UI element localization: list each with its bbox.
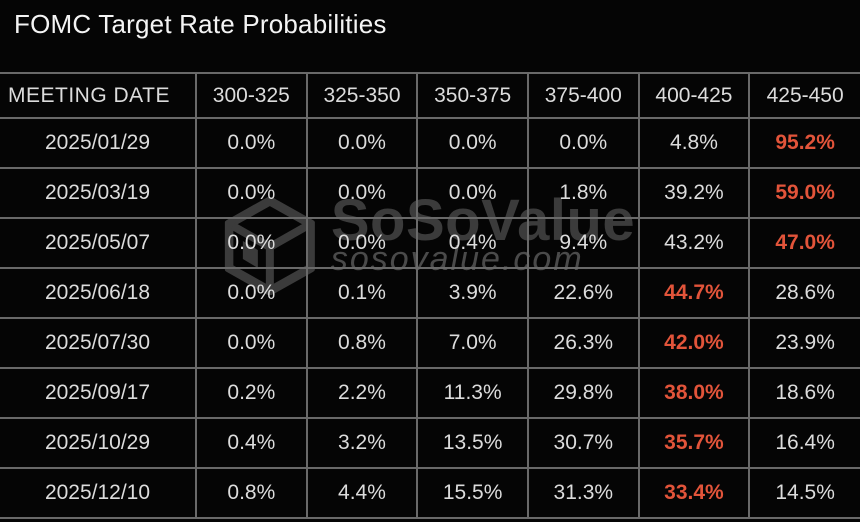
probability-cell: 14.5% — [748, 467, 860, 519]
probability-cell: 31.3% — [526, 467, 640, 519]
probability-cell: 59.0% — [748, 167, 860, 219]
probability-cell: 7.0% — [416, 317, 529, 369]
probability-cell: 39.2% — [637, 167, 751, 219]
probability-cell: 0.2% — [195, 367, 308, 419]
probability-cell: 0.0% — [305, 117, 419, 169]
meeting-date-cell: 2025/05/07 — [0, 217, 197, 269]
table-row: 2025/06/18 0.0% 0.1% 3.9% 22.6% 44.7% 28.6% — [0, 267, 860, 319]
probability-cell: 9.4% — [526, 217, 640, 269]
probability-cell: 0.4% — [195, 417, 308, 469]
probability-cell: 4.4% — [305, 467, 419, 519]
probability-cell: 30.7% — [526, 417, 640, 469]
probability-cell: 43.2% — [637, 217, 751, 269]
probability-cell: 4.8% — [637, 117, 751, 169]
column-header-rate-range: 425-450 — [748, 72, 860, 119]
column-header-meeting-date: MEETING DATE — [0, 72, 197, 119]
probability-cell: 0.0% — [526, 117, 640, 169]
probability-cell: 0.0% — [305, 217, 419, 269]
probability-cell: 13.5% — [416, 417, 529, 469]
probability-cell: 0.0% — [195, 317, 308, 369]
meeting-date-cell: 2025/03/19 — [0, 167, 197, 219]
probability-cell: 11.3% — [416, 367, 529, 419]
meeting-date-cell: 2025/12/10 — [0, 467, 197, 519]
probability-cell: 0.0% — [195, 217, 308, 269]
probability-cell: 23.9% — [748, 317, 860, 369]
probability-cell: 0.0% — [305, 167, 419, 219]
table-row: 2025/05/07 0.0% 0.0% 0.4% 9.4% 43.2% 47.0% — [0, 217, 860, 269]
table-row: 2025/10/29 0.4% 3.2% 13.5% 30.7% 35.7% 16.4% — [0, 417, 860, 469]
probability-cell: 1.8% — [526, 167, 640, 219]
probability-cell: 0.8% — [305, 317, 419, 369]
meeting-date-cell: 2025/10/29 — [0, 417, 197, 469]
column-header-rate-range: 350-375 — [416, 72, 529, 119]
probability-cell: 2.2% — [305, 367, 419, 419]
fomc-probability-table: MEETING DATE 300-325 325-350 350-375 375-400… — [0, 72, 860, 519]
table-row: 2025/01/29 0.0% 0.0% 0.0% 0.0% 4.8% 95.2% — [0, 117, 860, 169]
probability-cell: 0.4% — [416, 217, 529, 269]
column-header-rate-range: 375-400 — [526, 72, 640, 119]
probability-cell: 26.3% — [526, 317, 640, 369]
meeting-date-cell: 2025/01/29 — [0, 117, 197, 169]
probability-cell: 28.6% — [748, 267, 860, 319]
probability-cell: 3.2% — [305, 417, 419, 469]
column-header-rate-range: 325-350 — [305, 72, 419, 119]
probability-cell: 18.6% — [748, 367, 860, 419]
probability-cell: 0.0% — [195, 117, 308, 169]
table-row: 2025/03/19 0.0% 0.0% 0.0% 1.8% 39.2% 59.0% — [0, 167, 860, 219]
column-header-rate-range: 300-325 — [195, 72, 308, 119]
probability-cell: 42.0% — [637, 317, 751, 369]
probability-cell: 0.0% — [416, 167, 529, 219]
table-row: 2025/12/10 0.8% 4.4% 15.5% 31.3% 33.4% 14.5% — [0, 467, 860, 519]
probability-cell: 0.0% — [195, 167, 308, 219]
probability-cell: 44.7% — [637, 267, 751, 319]
probability-cell: 38.0% — [637, 367, 751, 419]
probability-cell: 3.9% — [416, 267, 529, 319]
probability-cell: 47.0% — [748, 217, 860, 269]
meeting-date-cell: 2025/07/30 — [0, 317, 197, 369]
probability-cell: 0.0% — [195, 267, 308, 319]
probability-cell: 0.1% — [305, 267, 419, 319]
meeting-date-cell: 2025/09/17 — [0, 367, 197, 419]
probability-cell: 15.5% — [416, 467, 529, 519]
probability-cell: 33.4% — [637, 467, 751, 519]
table-row: 2025/07/30 0.0% 0.8% 7.0% 26.3% 42.0% 23.9% — [0, 317, 860, 369]
probability-cell: 0.8% — [195, 467, 308, 519]
probability-cell: 29.8% — [526, 367, 640, 419]
probability-cell: 0.0% — [416, 117, 529, 169]
meeting-date-cell: 2025/06/18 — [0, 267, 197, 319]
table-header-row: MEETING DATE 300-325 325-350 350-375 375-400… — [0, 72, 860, 119]
probability-cell: 16.4% — [748, 417, 860, 469]
page-title: FOMC Target Rate Probabilities — [14, 9, 387, 39]
column-header-rate-range: 400-425 — [637, 72, 751, 119]
probability-cell: 35.7% — [637, 417, 751, 469]
probability-cell: 22.6% — [526, 267, 640, 319]
probability-cell: 95.2% — [748, 117, 860, 169]
table-row: 2025/09/17 0.2% 2.2% 11.3% 29.8% 38.0% 18.6% — [0, 367, 860, 419]
